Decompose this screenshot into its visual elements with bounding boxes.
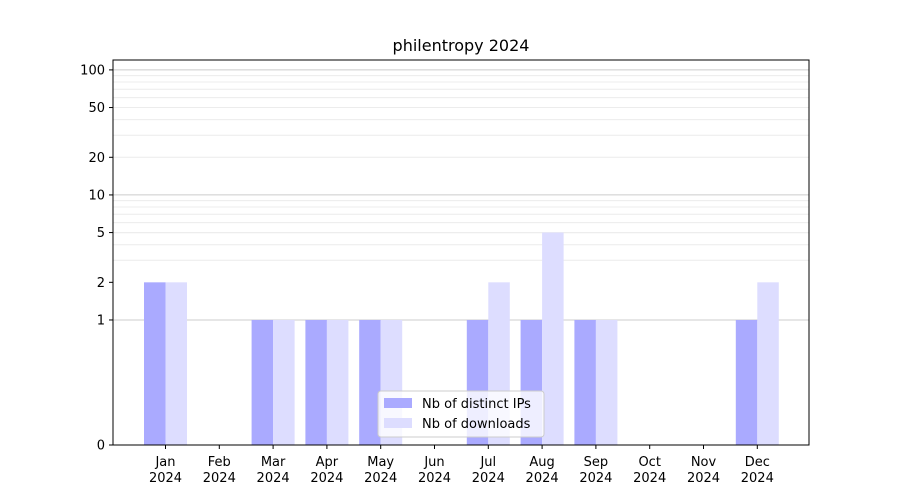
x-tick-label-year: 2024 [579, 471, 612, 486]
x-tick-label-month: Nov [691, 455, 717, 470]
x-axis: Jan2024Feb2024Mar2024Apr2024May2024Jun20… [149, 445, 774, 486]
x-tick-label-month: Mar [261, 455, 286, 470]
bar-downloads [542, 232, 564, 445]
x-tick-label-year: 2024 [310, 471, 343, 486]
x-tick-label-month: Apr [316, 455, 339, 470]
x-tick-label-month: Feb [208, 455, 231, 470]
x-tick-label-year: 2024 [257, 471, 290, 486]
y-axis: 0 1 2 5 10 20 50 100 [80, 63, 113, 454]
x-tick-label-year: 2024 [364, 471, 397, 486]
x-tick-label-month: Jul [479, 455, 496, 470]
x-tick-label-month: Aug [529, 455, 554, 470]
y-tick-label: 50 [88, 101, 105, 116]
bar-downloads [595, 319, 618, 445]
x-tick-label-year: 2024 [149, 471, 182, 486]
legend-box [377, 390, 545, 438]
x-tick-label-month: Dec [745, 455, 770, 470]
x-tick-label-month: Sep [584, 455, 609, 470]
x-tick-label-year: 2024 [418, 471, 451, 486]
x-tick-label-year: 2024 [633, 471, 666, 486]
legend-label: Nb of downloads [422, 417, 531, 432]
bar-distinct-ips [359, 319, 381, 445]
bar-distinct-ips [251, 319, 274, 445]
x-tick-label-month: Jun [423, 455, 444, 470]
bar-distinct-ips [144, 282, 166, 445]
y-tick-label: 5 [97, 226, 105, 241]
x-tick-label-year: 2024 [472, 471, 505, 486]
x-tick-label-month: Oct [638, 455, 660, 470]
legend-swatch [384, 418, 412, 428]
x-tick-label-month: May [367, 455, 394, 470]
legend-swatch [384, 398, 412, 408]
y-tick-label: 20 [88, 151, 105, 166]
bars-layer [144, 232, 779, 445]
legend: Nb of distinct IPs Nb of downloads [377, 390, 545, 438]
x-tick-label-year: 2024 [687, 471, 720, 486]
y-tick-label: 2 [97, 276, 105, 291]
y-tick-label: 100 [80, 63, 105, 78]
bar-distinct-ips [735, 319, 758, 445]
bar-distinct-ips [574, 319, 596, 445]
bar-downloads [165, 282, 187, 445]
x-tick-label-year: 2024 [203, 471, 236, 486]
x-tick-label-month: Jan [154, 455, 175, 470]
bar-downloads [273, 319, 295, 445]
y-tick-label: 10 [88, 188, 105, 203]
bar-downloads [757, 282, 779, 445]
legend-label: Nb of distinct IPs [422, 397, 531, 412]
chart-title: philentropy 2024 [393, 36, 530, 55]
x-tick-label-year: 2024 [526, 471, 559, 486]
bar-downloads [326, 319, 349, 445]
bar-distinct-ips [305, 319, 327, 445]
x-tick-label-year: 2024 [741, 471, 774, 486]
plot-frame [112, 59, 810, 446]
y-tick-label: 1 [97, 313, 105, 328]
y-tick-label: 0 [97, 439, 105, 454]
grid-layer [113, 69, 809, 321]
